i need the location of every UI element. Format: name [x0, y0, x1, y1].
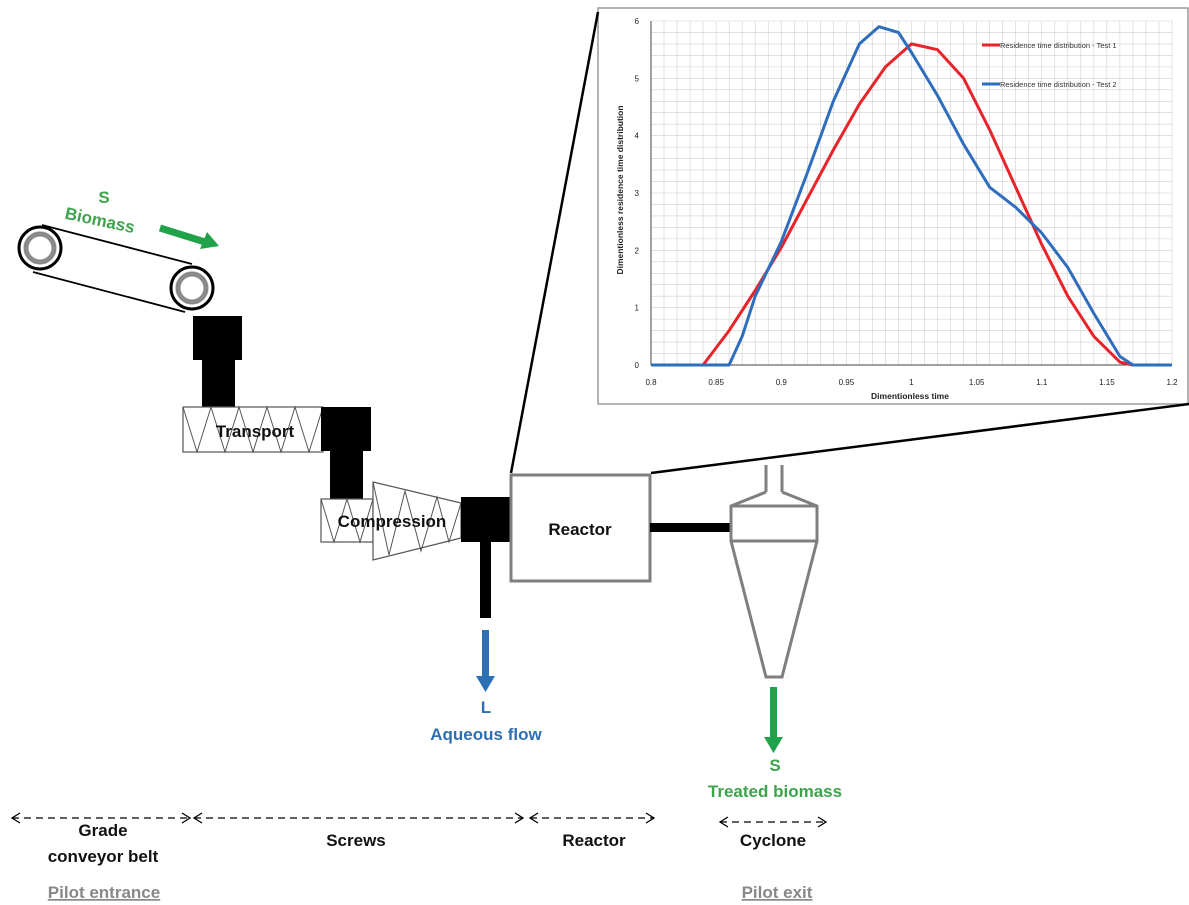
- chart-x-tick-label: 0.85: [708, 378, 724, 387]
- zoom-line-left: [509, 11, 600, 474]
- chart-legend: Residence time distribution - Test 1 Res…: [982, 41, 1117, 89]
- chart-axes: [650, 21, 1172, 366]
- chart-y-tick-label: 2: [635, 246, 640, 255]
- biomass-arrow: [158, 224, 219, 249]
- zoom-line-right: [650, 402, 1189, 475]
- section-cyclone: Cyclone: [740, 831, 806, 850]
- chart-frame: [597, 7, 1189, 405]
- chart-y-tick-label: 4: [635, 132, 640, 141]
- legend-label-test1: Residence time distribution - Test 1: [1000, 41, 1117, 50]
- chart-y-tick-label: 0: [635, 361, 640, 370]
- chart-y-tick-label: 5: [635, 74, 640, 83]
- treated-arrow: [764, 687, 783, 753]
- chart-ticks: 0.8 0.85 0.9 0.95 1 1.05 1.1 1.15 1.2 0 1 2 3 4 5 6: [635, 17, 1179, 387]
- chart-x-tick-label: 1: [909, 378, 914, 387]
- transport-label: Transport: [216, 422, 295, 441]
- aqueous-phase-label: L: [481, 698, 491, 717]
- chart-x-tick-label: 0.8: [645, 378, 657, 387]
- chart-y-tick-label: 1: [635, 304, 640, 313]
- aqueous-label: Aqueous flow: [430, 725, 542, 744]
- reactor-cyclone-pipe: [650, 523, 730, 532]
- belt-roller-right-inner: [175, 271, 209, 305]
- chart-x-tick-label: 0.95: [839, 378, 855, 387]
- conveyor-belt: [17, 224, 215, 313]
- hopper-2: [321, 407, 371, 499]
- transport-screw: [182, 405, 324, 454]
- press-outlet: [461, 497, 510, 618]
- belt-top: [41, 224, 193, 265]
- chart-series-line-2: [651, 25, 1172, 367]
- reactor-label: Reactor: [548, 520, 612, 539]
- section-grade-line2: conveyor belt: [48, 847, 159, 866]
- section-reactor: Reactor: [562, 831, 626, 850]
- chart-series-line-1: [651, 42, 1172, 367]
- chart-y-tick-label: 6: [635, 17, 640, 26]
- cyclone: [729, 465, 819, 679]
- legend-label-test2: Residence time distribution - Test 2: [1000, 80, 1117, 89]
- compression-label: Compression: [338, 512, 447, 531]
- pilot-entrance-label: Pilot entrance: [48, 883, 160, 902]
- treated-label: Treated biomass: [708, 782, 842, 801]
- biomass-phase-label: S: [98, 188, 109, 207]
- chart-x-tick-label: 1.15: [1099, 378, 1115, 387]
- biomass-label: Biomass: [63, 204, 136, 237]
- chart-y-axis-label: Dimentionless residence time distributio…: [615, 105, 625, 274]
- compression-screw: [320, 481, 462, 561]
- chart-y-tick-label: 3: [635, 189, 640, 198]
- belt-bottom: [32, 271, 186, 313]
- chart-x-axis-label: Dimentionless time: [871, 391, 949, 401]
- belt-roller-left-inner: [23, 231, 57, 265]
- section-dimension-lines: [10, 812, 828, 828]
- chart-x-tick-label: 1.1: [1036, 378, 1048, 387]
- chart-x-tick-label: 1.2: [1166, 378, 1178, 387]
- aqueous-arrow: [476, 630, 495, 692]
- hopper-1: [193, 316, 242, 408]
- chart-x-tick-label: 1.05: [969, 378, 985, 387]
- chart-lines: [651, 25, 1172, 367]
- chart-grid: [650, 20, 1173, 366]
- chart-x-tick-label: 0.9: [776, 378, 788, 387]
- pilot-exit-label: Pilot exit: [742, 883, 813, 902]
- section-grade-line1: Grade: [78, 821, 127, 840]
- section-screws: Screws: [326, 831, 386, 850]
- rtd-chart: 0.8 0.85 0.9 0.95 1 1.05 1.1 1.15 1.2 0 1 2 3 4 5 6 Dim…: [597, 7, 1189, 405]
- treated-phase-label: S: [769, 756, 780, 775]
